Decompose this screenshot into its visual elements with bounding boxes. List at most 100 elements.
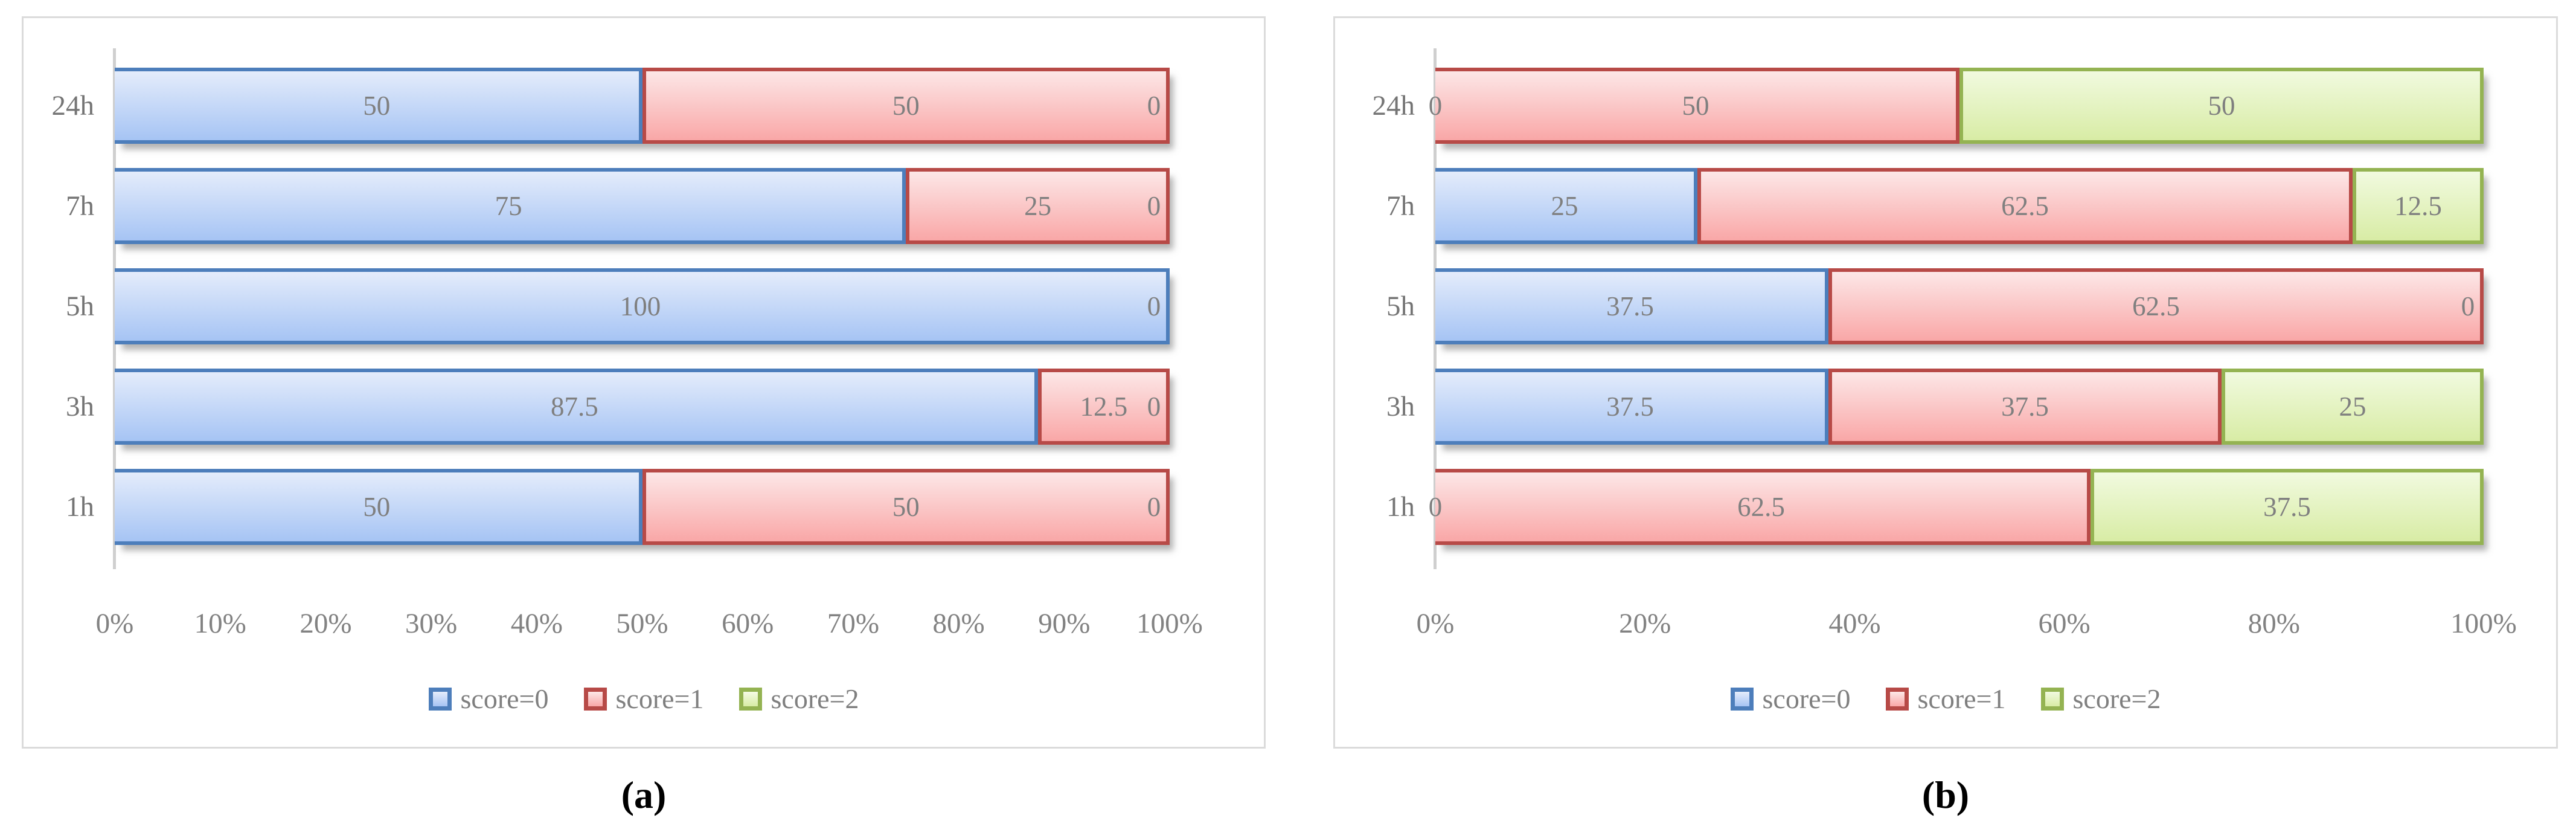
data-label: 37.5 (1606, 291, 1654, 321)
bar-segment-score=0: 37.5 (1435, 268, 1828, 344)
x-tick-label: 100% (2450, 608, 2517, 639)
data-label: 12.5 (2394, 191, 2442, 221)
legend-label: score=1 (615, 683, 704, 714)
bar-segment-score=1: 62.5 (1435, 469, 2091, 545)
stacked-bar-1h: 50 50 (115, 469, 1170, 545)
data-label-zero: 0 (1147, 191, 1161, 221)
data-label-zero: 0 (1147, 291, 1161, 321)
bar-segment-score=0: 25 (1435, 168, 1697, 244)
data-label: 37.5 (1606, 392, 1654, 422)
bar-segment-score=0: 50 (115, 469, 642, 545)
y-axis-line (113, 48, 116, 569)
legend-swatch-icon (428, 687, 452, 711)
legend-swatch-icon (2040, 687, 2064, 711)
x-tick-label: 80% (2248, 608, 2300, 639)
bar-segment-score=0: 100 (115, 268, 1170, 344)
bar-segment-score=0: 75 (115, 168, 906, 244)
x-tick-label: 90% (1038, 608, 1091, 639)
x-tick-label: 50% (616, 608, 668, 639)
data-label: 50 (363, 91, 391, 121)
x-tick-label: 40% (1828, 608, 1881, 639)
category-label: 1h (1386, 491, 1415, 523)
data-label: 37.5 (2001, 392, 2049, 422)
stacked-bar-24h: 50 50 (1435, 68, 2484, 144)
data-label-zero: 0 (1428, 492, 1443, 522)
category-label: 7h (1386, 190, 1415, 222)
legend-item-score=2: score=2 (2040, 683, 2161, 715)
data-label-zero: 0 (2461, 291, 2475, 321)
x-tick-label: 80% (932, 608, 985, 639)
bar-segment-score=2: 25 (2222, 369, 2484, 445)
bar-segment-score=1: 12.5 (1037, 369, 1170, 445)
x-tick-label: 60% (722, 608, 774, 639)
bar-segment-score=1: 50 (1435, 68, 1959, 144)
bar-segment-score=1: 37.5 (1828, 369, 2222, 445)
data-label-zero: 0 (1147, 392, 1161, 422)
category-label: 1h (66, 491, 94, 523)
caption-a: (a) (621, 773, 667, 816)
stacked-bar-3h: 87.5 12.5 (115, 369, 1170, 445)
x-tick-label: 10% (194, 608, 246, 639)
legend-item-score=0: score=0 (428, 683, 549, 715)
legend-item-score=0: score=0 (1730, 683, 1851, 715)
bar-segment-score=0: 87.5 (115, 369, 1038, 445)
data-label: 100 (620, 291, 661, 321)
x-tick-label: 60% (2038, 608, 2091, 639)
bar-segment-score=1: 62.5 (1697, 168, 2353, 244)
legend-label: score=2 (771, 683, 859, 714)
x-tick-label: 20% (300, 608, 352, 639)
x-tick-label: 70% (827, 608, 879, 639)
legend-item-score=1: score=1 (583, 683, 704, 715)
category-label: 24h (51, 90, 95, 121)
legend-item-score=2: score=2 (739, 683, 859, 715)
data-label-zero: 0 (1147, 91, 1161, 121)
chart-panel-a: 24h 50 50 0 7h 75 25 0 5h 100 0 3h 87.5 12.5 0 1h 50 50 0 0… (22, 16, 1266, 749)
data-label: 37.5 (2263, 492, 2311, 522)
x-tick-label: 100% (1136, 608, 1203, 639)
bar-segment-score=1: 50 (642, 68, 1170, 144)
bar-segment-score=1: 50 (642, 469, 1170, 545)
category-label: 3h (1386, 391, 1415, 422)
caption-b: (b) (1921, 773, 1970, 816)
data-label: 50 (1682, 91, 1709, 121)
data-label: 25 (1024, 191, 1052, 221)
bar-segment-score=2: 37.5 (2091, 469, 2484, 545)
x-tick-label: 30% (405, 608, 458, 639)
data-label: 75 (495, 191, 522, 221)
legend-swatch-icon (1885, 687, 1909, 711)
stacked-bar-7h: 25 62.5 12.5 (1435, 168, 2484, 244)
stacked-bar-1h: 62.5 37.5 (1435, 469, 2484, 545)
x-tick-label: 0% (1416, 608, 1455, 639)
data-label: 50 (892, 91, 920, 121)
data-label: 50 (2208, 91, 2235, 121)
legend-label: score=2 (2072, 683, 2161, 714)
legend-item-score=1: score=1 (1885, 683, 2006, 715)
stacked-bar-3h: 37.5 37.5 25 (1435, 369, 2484, 445)
stacked-bar-24h: 50 50 (115, 68, 1170, 144)
legend-label: score=0 (1762, 683, 1851, 714)
category-label: 5h (66, 291, 94, 322)
bar-segment-score=2: 12.5 (2353, 168, 2484, 244)
data-label: 62.5 (2001, 191, 2049, 221)
legend-swatch-icon (1730, 687, 1754, 711)
data-label-zero: 0 (1147, 492, 1161, 522)
bar-segment-score=1: 62.5 (1828, 268, 2484, 344)
category-label: 24h (1372, 90, 1415, 121)
data-label: 25 (1551, 191, 1578, 221)
y-axis-line (1434, 48, 1437, 569)
bar-segment-score=0: 50 (115, 68, 642, 144)
category-label: 5h (1386, 291, 1415, 322)
legend-label: score=1 (1917, 683, 2006, 714)
data-label-zero: 0 (1428, 91, 1443, 121)
data-label: 62.5 (1737, 492, 1785, 522)
legend: score=0 score=1 score=2 (24, 683, 1264, 715)
bar-segment-score=2: 50 (1959, 68, 2484, 144)
legend-swatch-icon (739, 687, 762, 711)
data-label: 62.5 (2132, 291, 2180, 321)
category-label: 3h (66, 391, 94, 422)
data-label: 50 (892, 492, 920, 522)
stacked-bar-7h: 75 25 (115, 168, 1170, 244)
legend: score=0 score=1 score=2 (1335, 683, 2556, 715)
stacked-bar-5h: 100 (115, 268, 1170, 344)
